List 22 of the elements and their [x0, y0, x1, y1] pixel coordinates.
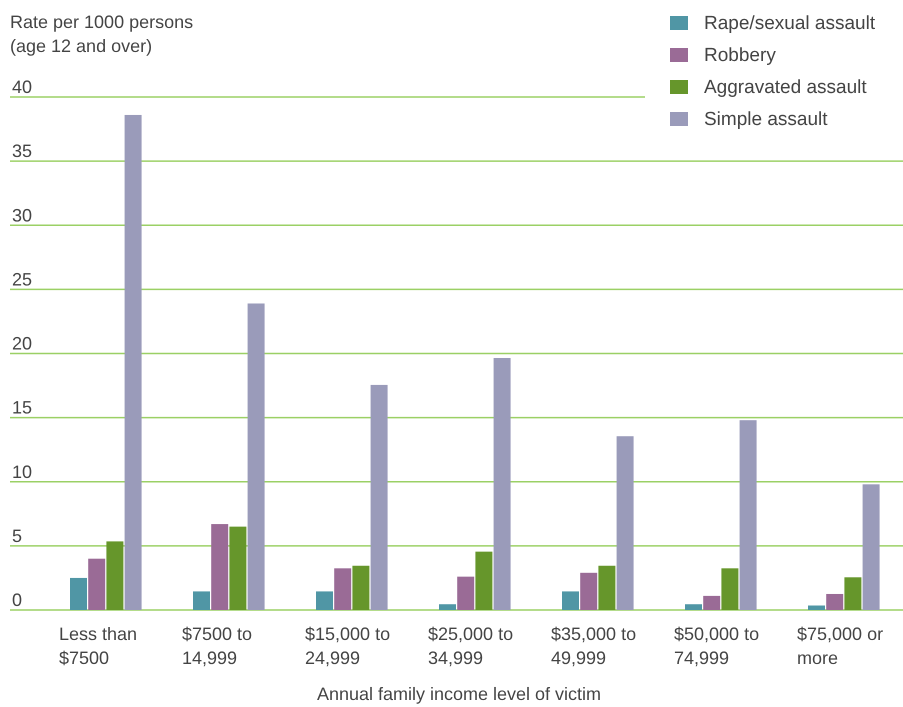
- x-tick-label: $15,000 to 24,999: [305, 624, 390, 668]
- legend-label: Simple assault: [704, 109, 828, 130]
- y-tick-label: 15: [12, 398, 32, 418]
- x-tick-label: Less than $7500: [59, 624, 138, 668]
- y-tick-label: 10: [12, 462, 32, 482]
- y-tick-label: 20: [12, 334, 32, 354]
- y-tick-label: 0: [12, 590, 22, 610]
- y-tick-label: 5: [12, 526, 22, 546]
- x-tick-label: $7500 to 14,999: [182, 624, 252, 668]
- x-axis-title: Annual family income level of victim: [316, 684, 602, 704]
- x-tick-label: $35,000 to 49,999: [551, 624, 636, 668]
- y-tick-label: 40: [12, 77, 32, 97]
- legend-label: Aggravated assault: [704, 77, 868, 98]
- legend-label: Rape/sexual assault: [704, 13, 876, 34]
- y-axis-title: Rate per 1000 persons (age 12 and over): [10, 12, 194, 56]
- x-tick-label: $75,000 or more: [797, 624, 884, 668]
- y-tick-label: 35: [12, 141, 32, 162]
- y-tick-label: 25: [12, 269, 32, 290]
- x-tick-label: $25,000 to 34,999: [428, 624, 514, 668]
- x-tick-label: $50,000 to 74,999: [674, 624, 760, 668]
- y-tick-label: 30: [12, 205, 32, 226]
- legend-label: Robbery: [704, 45, 776, 66]
